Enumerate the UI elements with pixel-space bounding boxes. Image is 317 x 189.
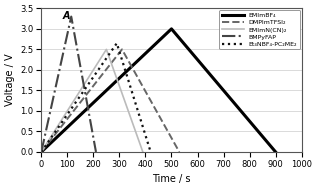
EMImBF₄ (170, 28, 173, 30)
EMImN(CN)₂ (141, 151, 145, 153)
Line: EMImBF₄: EMImBF₄ (41, 29, 275, 152)
Legend: EMImBF₄, DMPImTFSI₂, EMImN(CN)₂, BMPyFAP, Et₄NBF₄-PC₂ME₂: EMImBF₄, DMPImTFSI₂, EMImN(CN)₂, BMPyFAP… (219, 10, 300, 49)
Et₄NBF₄-PC₂ME₂ (39, 151, 43, 153)
BMPyFAP (69, 15, 73, 18)
Line: BMPyFAP: BMPyFAP (41, 17, 96, 152)
DMPImTFSI₂ (39, 151, 43, 153)
BMPyFAP (39, 151, 43, 153)
DMPImTFSI₂ (120, 48, 124, 50)
DMPImTFSI₂ (178, 151, 181, 153)
BMPyFAP (94, 151, 98, 153)
Et₄NBF₄-PC₂ME₂ (115, 42, 119, 44)
Line: Et₄NBF₄-PC₂ME₂: Et₄NBF₄-PC₂ME₂ (41, 43, 151, 152)
Et₄NBF₄-PC₂ME₂ (149, 151, 152, 153)
Line: DMPImTFSI₂: DMPImTFSI₂ (41, 49, 179, 152)
X-axis label: Time / s: Time / s (152, 174, 191, 184)
Line: EMImN(CN)₂: EMImN(CN)₂ (41, 49, 143, 152)
EMImN(CN)₂ (105, 48, 108, 50)
EMImN(CN)₂ (39, 151, 43, 153)
EMImBF₄ (274, 151, 277, 153)
EMImBF₄ (39, 151, 43, 153)
Text: A: A (62, 11, 70, 21)
Y-axis label: Voltage / V: Voltage / V (5, 54, 15, 106)
